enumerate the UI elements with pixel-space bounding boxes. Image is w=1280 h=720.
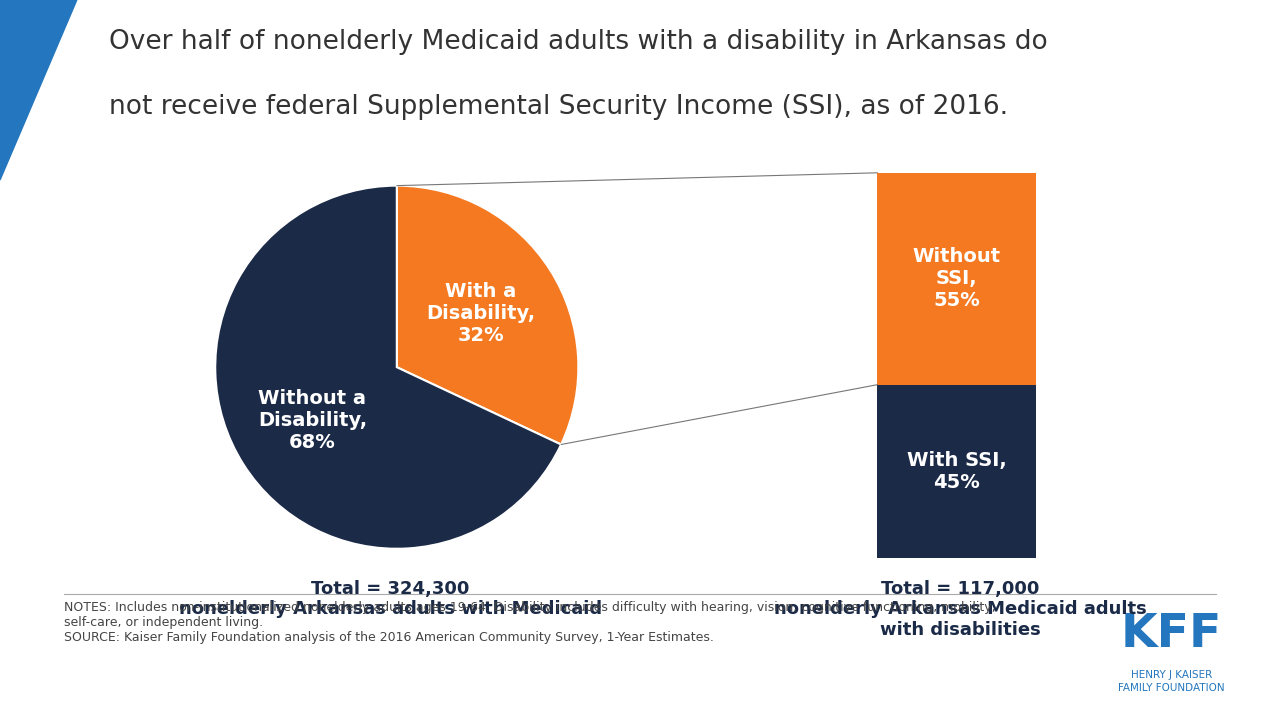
Text: NOTES: Includes non-institutionalized nonelderly adults ages 19-64. Disability i: NOTES: Includes non-institutionalized no… [64,601,996,644]
Text: HENRY J KAISER
FAMILY FOUNDATION: HENRY J KAISER FAMILY FOUNDATION [1117,670,1225,693]
Text: Without a
Disability,
68%: Without a Disability, 68% [259,390,367,452]
Text: Total = 324,300
nonelderly Arkansas adults with Medicaid: Total = 324,300 nonelderly Arkansas adul… [179,580,602,618]
Bar [878,173,1036,384]
Text: not receive federal Supplemental Security Income (SSI), as of 2016.: not receive federal Supplemental Securit… [109,94,1007,120]
Wedge shape [397,186,579,444]
Wedge shape [215,186,561,549]
Text: With a
Disability,
32%: With a Disability, 32% [426,282,535,345]
Bar [878,384,1036,558]
Text: With SSI,
45%: With SSI, 45% [908,451,1006,492]
Text: Total = 117,000
nonelderly Arkansas Medicaid adults
with disabilities: Total = 117,000 nonelderly Arkansas Medi… [773,580,1147,639]
Text: Over half of nonelderly Medicaid adults with a disability in Arkansas do: Over half of nonelderly Medicaid adults … [109,29,1047,55]
Text: Without
SSI,
55%: Without SSI, 55% [913,247,1001,310]
Text: KFF: KFF [1120,612,1222,657]
